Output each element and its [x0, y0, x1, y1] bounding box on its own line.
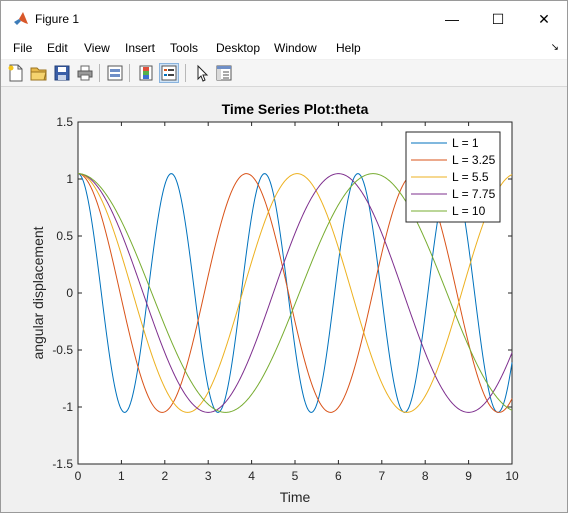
legend-label: L = 10 — [452, 204, 486, 218]
menu-window[interactable]: Window — [274, 41, 317, 55]
axis-ticks — [77, 121, 513, 465]
x-tick-label: 0 — [75, 469, 82, 483]
x-tick-label: 8 — [422, 469, 429, 483]
window-title: Figure 1 — [35, 12, 80, 26]
chart-title: Time Series Plot:theta — [222, 101, 369, 117]
legend-label: L = 7.75 — [452, 187, 496, 201]
x-tick-label: 10 — [505, 469, 519, 483]
y-tick-label: 0.5 — [56, 229, 73, 243]
y-tick-label: -0.5 — [52, 343, 73, 357]
x-tick-label: 3 — [205, 469, 212, 483]
matlab-logo-icon — [14, 12, 28, 25]
toolbar-separator — [99, 64, 100, 82]
property-inspector-icon[interactable] — [215, 64, 233, 82]
close-button[interactable]: ✕ — [521, 1, 567, 37]
menu-insert[interactable]: Insert — [125, 41, 156, 55]
menu-bar: File Edit View Insert Tools Desktop Wind… — [1, 37, 567, 59]
maximize-icon: ☐ — [491, 10, 505, 27]
insert-colorbar-icon[interactable] — [137, 64, 155, 82]
x-tick-label: 6 — [335, 469, 342, 483]
minimize-icon: — — [445, 11, 459, 27]
title-bar[interactable]: Figure 1 — ☐ ✕ — [1, 1, 567, 37]
series-line-3 — [77, 173, 513, 413]
legend-label: L = 5.5 — [452, 170, 489, 184]
menu-tools[interactable]: Tools — [170, 41, 199, 55]
plot-area: Time Series Plot:theta 0 1 2 3 4 5 6 7 8 9 10 -1.5… — [30, 101, 519, 505]
x-tick-label: 7 — [378, 469, 385, 483]
toolbar-separator — [185, 64, 186, 82]
y-tick-labels: -1.5 -1 -0.5 0 0.5 1 1.5 — [52, 115, 73, 471]
maximize-button[interactable]: ☐ — [475, 1, 521, 37]
menu-desktop[interactable]: Desktop — [216, 41, 261, 55]
link-plot-icon[interactable] — [106, 64, 124, 82]
y-axis-label: angular displacement — [30, 226, 46, 359]
menu-edit[interactable]: Edit — [47, 41, 68, 55]
undock-arrow-icon[interactable]: ↘ — [550, 42, 559, 53]
edit-plot-icon[interactable] — [193, 64, 211, 82]
x-tick-label: 2 — [161, 469, 168, 483]
legend[interactable]: L = 1 L = 3.25 L = 5.5 L = 7.75 L = 10 — [405, 131, 501, 223]
open-file-icon[interactable] — [30, 64, 48, 82]
x-tick-label: 5 — [292, 469, 299, 483]
y-tick-label: 1.5 — [56, 115, 73, 129]
menu-help[interactable]: Help — [336, 41, 361, 55]
x-tick-label: 9 — [465, 469, 472, 483]
figure-toolbar — [1, 60, 567, 87]
toolbar-separator — [129, 64, 130, 82]
y-tick-label: -1 — [62, 400, 73, 414]
insert-legend-icon[interactable] — [159, 63, 179, 83]
legend-label: L = 1 — [452, 136, 479, 150]
y-tick-label: 1 — [66, 172, 73, 186]
series-line-4 — [77, 173, 513, 413]
close-icon: ✕ — [538, 10, 550, 27]
menu-view[interactable]: View — [84, 41, 110, 55]
minimize-button[interactable]: — — [429, 1, 475, 37]
y-tick-label: 0 — [66, 286, 73, 300]
menu-file[interactable]: File — [13, 41, 33, 55]
x-tick-label: 1 — [118, 469, 125, 483]
series-lines — [77, 173, 513, 413]
x-tick-label: 4 — [248, 469, 255, 483]
new-figure-icon[interactable] — [7, 64, 25, 82]
y-tick-label: -1.5 — [52, 457, 73, 471]
x-axis-label: Time — [280, 489, 311, 505]
print-icon[interactable] — [76, 64, 94, 82]
x-tick-labels: 0 1 2 3 4 5 6 7 8 9 10 — [75, 469, 519, 483]
series-line-2 — [77, 173, 513, 413]
legend-label: L = 3.25 — [452, 153, 496, 167]
save-icon[interactable] — [53, 64, 71, 82]
